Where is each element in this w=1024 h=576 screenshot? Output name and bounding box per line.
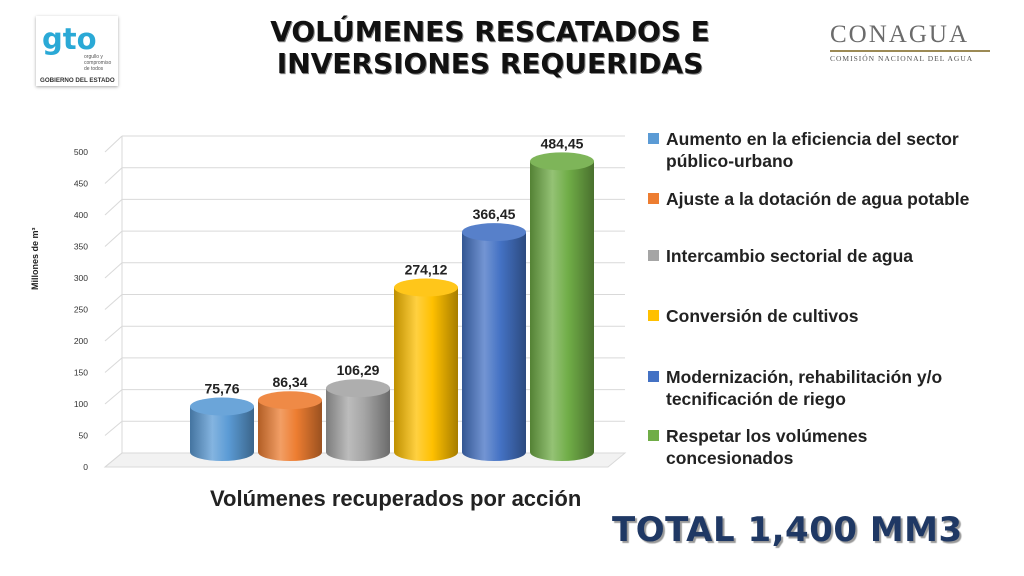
legend-swatch [648,430,659,441]
gto-logo: gto orgullo y compromiso de todos GOBIER… [36,16,118,86]
legend-label: Respetar los volúmenes concesionados [666,426,868,468]
gto-logo-caption: GOBIERNO DEL ESTADO [40,77,115,84]
legend-item: Conversión de cultivos [648,305,976,327]
gridline-side [104,262,123,279]
gridline-side [104,389,123,405]
conagua-divider [830,50,990,52]
legend-item: Intercambio sectorial de agua [648,245,976,267]
data-label: 106,29 [337,362,380,378]
bar-body [326,388,390,461]
data-label: 274,12 [405,262,448,278]
y-tick-label: 50 [79,431,89,441]
bar-4 [394,278,458,461]
gridline-side [104,199,123,216]
bar-6 [530,152,594,461]
bar-3 [326,379,390,461]
legend-swatch [648,193,659,204]
bar-body [394,287,458,461]
y-tick-label: 400 [74,210,88,220]
bar-body [258,400,322,461]
bar-top [190,397,254,416]
chart-bars [190,152,594,461]
legend-label: Modernización, rehabilitación y/o tecnif… [666,367,943,409]
gto-logo-tagline3: de todos [84,66,104,72]
legend-label: Aumento en la eficiencia del sector públ… [666,129,959,171]
bar-top [258,391,322,410]
page-title-line1: VOLÚMENES RESCATADOS E [270,15,710,48]
gridline-side [104,230,123,247]
y-tick-label: 150 [74,368,88,378]
y-axis-label: Millones de m³ [30,227,40,290]
gridline-side [104,452,123,468]
conagua-subtitle: COMISIÓN NACIONAL DEL AGUA [830,54,974,63]
gridline-side [104,135,123,153]
bar-top [462,223,526,242]
data-label: 484,45 [541,135,584,151]
bar-5 [462,223,526,461]
conagua-logo: CONAGUA COMISIÓN NACIONAL DEL AGUA [830,22,990,63]
y-tick-label: 100 [74,399,88,409]
gridline-side [104,294,123,310]
legend-label: Ajuste a la dotación de agua potable [666,189,970,209]
gridline-side [104,167,123,184]
y-tick-label: 300 [74,273,88,283]
conagua-name: CONAGUA [830,21,969,48]
total-label: TOTAL 1,400 MM3 [612,510,963,550]
bar-1 [190,397,254,461]
legend-swatch [648,371,659,382]
data-label: 75,76 [204,381,239,397]
gto-logo-tagline1: orgullo y [84,54,103,60]
bar-body [530,161,594,461]
gto-logo-tagline2: compromiso [84,60,111,66]
page-title: VOLÚMENES RESCATADOS E INVERSIONES REQUE… [210,16,770,80]
y-tick-label: 350 [74,242,88,252]
y-axis-ticks: 0 50 100 150 200 250 300 350 400 450 500 [74,147,88,472]
legend-swatch [648,133,659,144]
y-tick-label: 500 [74,147,88,157]
legend-item: Modernización, rehabilitación y/o tecnif… [648,366,976,410]
data-label: 86,34 [272,374,307,390]
y-tick-label: 200 [74,336,88,346]
y-tick-label: 0 [83,462,88,472]
bar-body [462,232,526,461]
x-axis-label: Volúmenes recuperados por acción [210,486,582,511]
bar-body [190,406,254,461]
legend-item: Aumento en la eficiencia del sector públ… [648,128,976,172]
gridline-side [104,420,123,436]
legend-swatch [648,250,659,261]
gridline-side [104,357,123,373]
legend-swatch [648,310,659,321]
gto-logo-mark: gto [42,22,97,56]
legend-label: Conversión de cultivos [666,306,859,326]
y-tick-label: 450 [74,179,88,189]
bar-2 [258,391,322,461]
data-label: 366,45 [473,206,516,222]
data-labels: 75,76 86,34 106,29 274,12 366,45 484,45 [204,135,583,396]
y-tick-label: 250 [74,305,88,315]
bar-top [530,152,594,171]
page-title-line2: INVERSIONES REQUERIDAS [276,47,704,80]
bar-top [394,278,458,297]
legend-item: Ajuste a la dotación de agua potable [648,188,976,210]
legend-item: Respetar los volúmenes concesionados [648,425,976,469]
legend-label: Intercambio sectorial de agua [666,246,914,266]
gridline-side [104,325,123,342]
bar-top [326,379,390,398]
